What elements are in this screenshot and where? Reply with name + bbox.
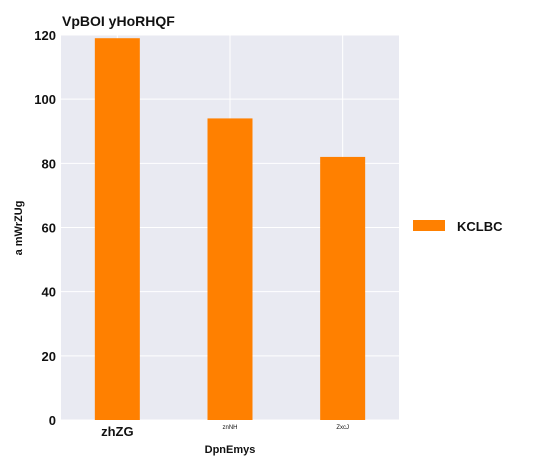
y-tick-label: 40 (42, 285, 56, 300)
x-tick-labels: zhZG znNH ZxcJ (101, 424, 349, 439)
x-tick-label: zhZG (101, 424, 134, 439)
y-tick-label: 80 (42, 156, 56, 171)
y-tick-labels: 0 20 40 60 80 100 120 (34, 28, 56, 428)
y-tick-label: 0 (49, 413, 56, 428)
bars (94, 38, 366, 421)
x-tick-label: ZxcJ (336, 425, 349, 431)
bar-zxcj (320, 156, 366, 420)
chart-title: VpBOI yHoRHQF (62, 13, 175, 29)
legend: KCLBC (413, 219, 503, 234)
y-axis-label: a mWrZUg (13, 201, 25, 256)
x-axis-label: DpnEmys (205, 444, 256, 456)
y-tick-label: 100 (34, 92, 56, 107)
y-tick-label: 60 (42, 221, 56, 236)
legend-label-kclbc: KCLBC (457, 219, 503, 234)
y-tick-label: 120 (34, 28, 56, 43)
legend-swatch-kclbc (413, 220, 445, 231)
x-tick-label: znNH (222, 425, 237, 431)
bar-znnh (207, 118, 253, 421)
y-tick-label: 20 (42, 349, 56, 364)
bar-zhzg (94, 38, 140, 420)
